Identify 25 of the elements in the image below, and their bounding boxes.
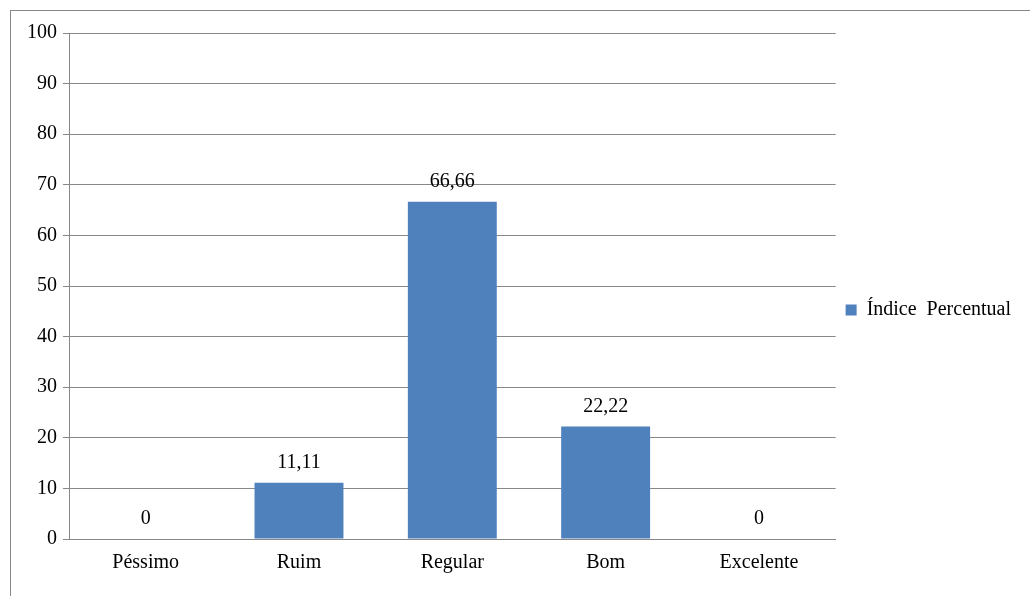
legend-label: Índice Percentual <box>866 297 1012 320</box>
bar <box>254 482 344 539</box>
data-label: 11,11 <box>277 450 321 473</box>
x-tick-label: Bom <box>586 550 626 573</box>
x-tick-label: Péssimo <box>112 550 180 573</box>
y-tick-label: 90 <box>37 70 57 93</box>
data-label: 22,22 <box>583 393 629 416</box>
x-tick-label: Excelente <box>719 550 799 573</box>
y-tick-label: 40 <box>37 323 57 346</box>
y-tick-label: 0 <box>47 526 57 549</box>
data-label: 0 <box>753 506 764 529</box>
y-tick-label: 60 <box>37 222 57 245</box>
y-tick-label: 20 <box>37 425 57 448</box>
bar <box>407 201 497 539</box>
y-tick-label: 30 <box>37 374 57 397</box>
y-tick-label: 50 <box>37 273 57 296</box>
y-tick-label: 80 <box>37 121 57 144</box>
y-tick-label: 100 <box>27 20 57 43</box>
x-tick-label: Regular <box>420 550 485 574</box>
data-label: 66,66 <box>429 168 475 191</box>
x-tick-label: Ruim <box>276 550 322 573</box>
bar <box>561 426 651 539</box>
data-label: 0 <box>140 506 151 529</box>
y-tick-label: 70 <box>37 172 57 195</box>
y-tick-label: 10 <box>37 475 57 498</box>
